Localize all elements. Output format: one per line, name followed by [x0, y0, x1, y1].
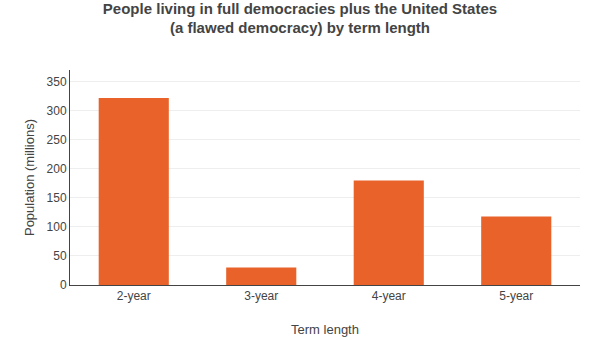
svg-text:Term length: Term length [291, 322, 359, 337]
svg-text:350: 350 [47, 75, 67, 89]
svg-text:300: 300 [47, 104, 67, 118]
svg-text:250: 250 [47, 133, 67, 147]
svg-text:0: 0 [60, 278, 67, 292]
svg-text:4-year: 4-year [372, 289, 406, 303]
svg-text:200: 200 [47, 162, 67, 176]
svg-text:Population (millions): Population (millions) [22, 119, 37, 236]
svg-text:100: 100 [47, 220, 67, 234]
svg-text:50: 50 [53, 249, 67, 263]
svg-text:3-year: 3-year [244, 289, 278, 303]
svg-text:5-year: 5-year [499, 289, 533, 303]
svg-text:2-year: 2-year [117, 289, 151, 303]
svg-text:150: 150 [47, 191, 67, 205]
svg-text:People living in full democrac: People living in full democracies plus t… [103, 0, 497, 36]
